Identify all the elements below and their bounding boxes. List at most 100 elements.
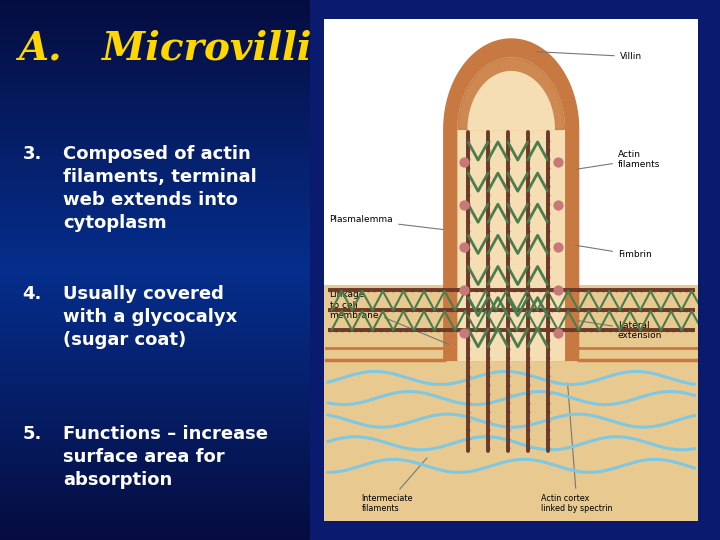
Point (462, 200, 474, 208)
Point (502, 318, 513, 326)
Point (546, 286, 558, 294)
Point (578, 306, 590, 314)
Point (356, 326, 367, 335)
Point (687, 286, 698, 294)
Polygon shape (444, 39, 579, 360)
Point (521, 326, 533, 335)
Point (522, 399, 534, 407)
Point (636, 326, 647, 335)
Point (419, 286, 431, 294)
Point (462, 435, 474, 443)
Point (369, 306, 380, 314)
Point (502, 444, 513, 453)
Point (623, 326, 634, 335)
Point (459, 158, 470, 166)
Point (362, 326, 374, 335)
Point (462, 335, 474, 344)
Point (629, 326, 641, 335)
Point (464, 286, 475, 294)
Point (369, 326, 380, 335)
Point (482, 227, 494, 235)
Text: Functions – increase
surface area for
absorption: Functions – increase surface area for ab… (63, 425, 269, 489)
Point (522, 209, 534, 218)
Point (419, 306, 431, 314)
Polygon shape (458, 58, 564, 360)
Point (661, 326, 672, 335)
Point (502, 299, 513, 308)
Point (462, 182, 474, 191)
Point (482, 191, 494, 199)
Point (362, 286, 374, 294)
Point (462, 318, 474, 326)
Point (477, 306, 488, 314)
Point (387, 306, 399, 314)
Point (490, 306, 501, 314)
Point (490, 326, 501, 335)
Point (482, 245, 494, 254)
Point (462, 345, 474, 353)
Point (462, 227, 474, 235)
Text: Fimbrin: Fimbrin (576, 245, 652, 259)
Point (426, 306, 437, 314)
Point (432, 326, 444, 335)
Point (462, 444, 474, 453)
Point (462, 399, 474, 407)
Text: Actin
filaments: Actin filaments (577, 150, 660, 169)
Point (522, 308, 534, 317)
Point (502, 263, 513, 272)
Point (459, 286, 470, 294)
Point (438, 306, 450, 314)
Point (483, 286, 495, 294)
Point (515, 286, 526, 294)
Point (598, 326, 609, 335)
Point (522, 390, 534, 399)
Point (482, 173, 494, 181)
Point (642, 286, 654, 294)
Point (598, 306, 609, 314)
Point (528, 286, 539, 294)
Point (462, 191, 474, 199)
Point (432, 306, 444, 314)
Point (490, 286, 501, 294)
Point (522, 245, 534, 254)
Point (541, 227, 553, 235)
Point (502, 408, 513, 416)
Point (552, 286, 564, 294)
Bar (324, 285, 698, 521)
Point (482, 381, 494, 389)
Point (457, 326, 469, 335)
Point (508, 326, 520, 335)
Point (552, 200, 564, 209)
Point (541, 173, 553, 181)
Point (534, 326, 546, 335)
Point (572, 286, 584, 294)
Point (462, 308, 474, 317)
Polygon shape (458, 58, 564, 130)
Point (604, 306, 616, 314)
Point (522, 173, 534, 181)
Point (541, 318, 553, 326)
Point (387, 326, 399, 335)
Point (616, 326, 628, 335)
Point (502, 345, 513, 353)
Point (495, 326, 507, 335)
Point (552, 243, 564, 252)
Point (522, 362, 534, 371)
Point (381, 286, 392, 294)
Point (462, 426, 474, 435)
Point (483, 326, 495, 335)
Point (462, 263, 474, 272)
Point (552, 158, 564, 166)
Point (559, 306, 571, 314)
Point (502, 426, 513, 435)
Point (541, 335, 553, 344)
Point (534, 306, 546, 314)
Point (482, 236, 494, 245)
Point (578, 286, 590, 294)
Point (541, 263, 553, 272)
Point (482, 335, 494, 344)
Point (495, 306, 507, 314)
Point (540, 326, 552, 335)
Point (541, 200, 553, 208)
Point (482, 218, 494, 227)
